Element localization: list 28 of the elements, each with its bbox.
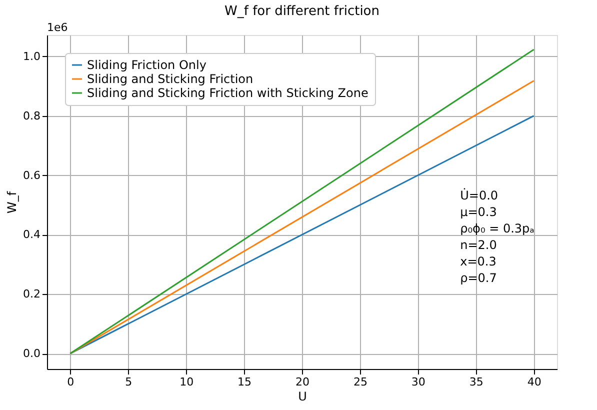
y-tick-label: 1.0 [23,50,40,63]
annotation: ρ₀ϕ₀ = 0.3pₐ [460,221,534,236]
annotation: U̇=0.0 [460,188,498,202]
y-tick-label: 0.6 [23,168,40,182]
annotation: ρ=0.7 [460,270,497,285]
annotation: n=2.0 [460,238,497,252]
annotation: x=0.3 [460,254,496,268]
y-tick-label: 0.0 [23,347,40,360]
legend-label: Sliding and Sticking Friction with Sticking Zone [87,86,368,100]
y-axis-title: W_f [5,190,20,214]
chart-title: W_f for different friction [224,4,380,19]
y-tick-label: 0.2 [23,288,40,301]
x-tick-label: 25 [353,376,368,388]
x-tick-label: 5 [125,376,132,388]
legend-label: Sliding Friction Only [87,58,206,72]
annotation: μ=0.3 [460,204,497,219]
x-tick-label: 20 [296,376,310,388]
x-tick-label: 10 [180,376,194,388]
x-tick-label: 15 [238,376,252,388]
x-axis-title: U [298,390,307,404]
x-tick-label: 0 [67,376,74,388]
x-tick-label: 40 [527,376,542,388]
y-tick-label: 0.4 [23,228,40,242]
x-tick-label: 30 [411,376,426,388]
x-tick-label: 35 [469,376,484,388]
y-tick-label: 0.8 [23,109,40,122]
legend-label: Sliding and Sticking Friction [87,72,254,86]
text: 1e6 [47,21,68,34]
